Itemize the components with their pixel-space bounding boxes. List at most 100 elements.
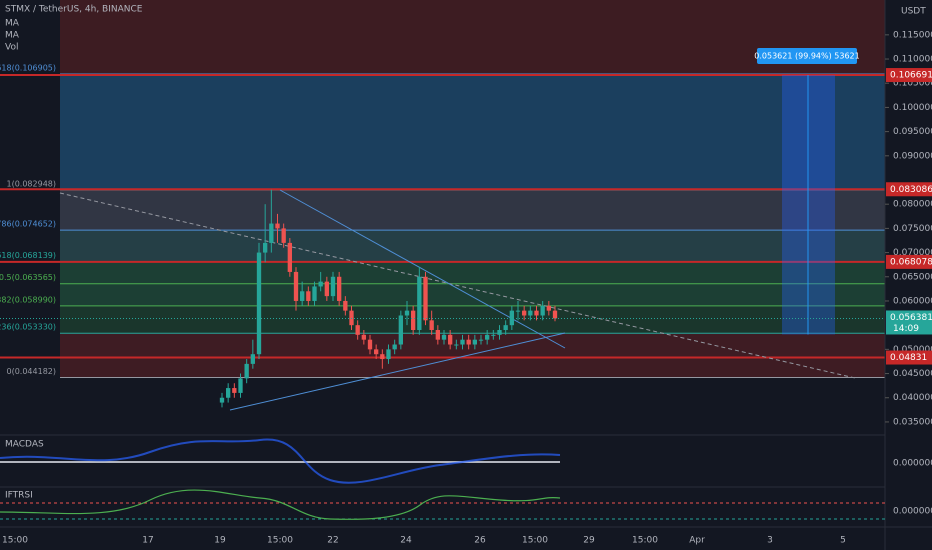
y-tick-label: 0.050000 (893, 345, 932, 355)
y-tick-label: 0.075000 (893, 224, 932, 234)
price-label-bg (886, 68, 932, 83)
fib-label: 0.5(0.063565) (0, 273, 56, 282)
price-label: 0.04831 (890, 353, 927, 363)
fib-label: 0.618(0.068139) (0, 251, 56, 260)
candle-body (441, 334, 447, 340)
position-label-bg (757, 48, 857, 65)
x-tick-label: 22 (327, 536, 338, 546)
candle-body (380, 354, 385, 360)
candle-body (466, 339, 471, 345)
candle-body (460, 339, 465, 345)
candle-body (509, 310, 514, 326)
fib-band (60, 0, 885, 75)
candle-body (244, 363, 249, 379)
position-label: 0.053621 (99.94%) 53621 (754, 52, 859, 61)
candle-body (361, 334, 366, 340)
trend-line (229, 332, 566, 411)
fib-label: 1.618(0.106905) (0, 64, 56, 73)
candle-body (226, 388, 231, 398)
x-tick-label: 29 (583, 536, 595, 546)
candle-body (472, 339, 477, 345)
currency[interactable]: USDT (901, 7, 926, 17)
x-tick-label: 24 (400, 536, 412, 546)
fib-band (60, 305, 885, 334)
candle-body (275, 223, 280, 229)
y-tick-label: 0.035000 (893, 417, 932, 427)
candle-body (423, 276, 428, 321)
y-tick-label: 0.105000 (893, 79, 932, 89)
y-tick-label: 0.045000 (893, 369, 932, 379)
y-tick-label: 0.040000 (893, 393, 932, 403)
candle-body (343, 300, 348, 311)
fib-band (60, 283, 885, 306)
y-tick-label: 0.100000 (893, 103, 932, 113)
candle-body (534, 310, 539, 316)
y-tick-label: 0.080000 (893, 200, 932, 210)
fib-band (60, 261, 885, 284)
candle-body (485, 334, 490, 340)
indicator: MA (5, 19, 20, 29)
x-tick-label: 15:00 (267, 536, 293, 546)
candle-body (429, 320, 434, 330)
candle-body (367, 339, 373, 350)
candle-body (324, 281, 329, 297)
candle-body (392, 344, 397, 350)
last-price-label: 0.056381 (890, 313, 932, 323)
candle-body (497, 330, 502, 335)
x-tick-label: 19 (214, 536, 226, 546)
x-tick-label: 3 (767, 536, 773, 546)
candle-body (269, 223, 274, 243)
fib-label: 0(0.044182) (6, 367, 56, 376)
candle-body (398, 315, 403, 345)
candle-body (256, 252, 262, 355)
y-tick-label: 0.110000 (893, 55, 932, 65)
price-label-bg (886, 254, 932, 269)
candle-body (478, 339, 484, 341)
candle-body (238, 378, 243, 393)
x-tick-label: 26 (474, 536, 486, 546)
fib-band (60, 230, 885, 262)
candle-body (404, 310, 410, 316)
candle-body (417, 276, 422, 330)
fib-label: 1(0.082948) (6, 179, 56, 188)
candle-body (293, 271, 299, 301)
candle-body (374, 349, 379, 355)
panel-axis-label: 0.000000 (893, 507, 932, 517)
candle-body (355, 325, 360, 335)
candle-body (312, 286, 317, 301)
y-tick-label: 0.065000 (893, 272, 932, 282)
y-tick-label: 0.090000 (893, 151, 932, 161)
y-tick-label: 0.095000 (893, 127, 932, 137)
y-tick-label: 0.060000 (893, 296, 932, 306)
candle-body (515, 310, 521, 312)
x-tick-label: 15:00 (2, 536, 28, 546)
candle-body (306, 291, 311, 301)
candle-body (287, 242, 292, 272)
x-tick-label: 17 (142, 536, 153, 546)
price-label-bg (886, 350, 932, 365)
candle-body (522, 310, 527, 316)
candle-body (300, 291, 305, 301)
fib-label: 0.382(0.058990) (0, 295, 56, 304)
candle-body (281, 228, 286, 243)
x-tick-label: 15:00 (632, 536, 658, 546)
price-label: 0.083086 (890, 185, 932, 195)
candle-body (448, 334, 453, 345)
candle-body (454, 344, 459, 346)
candle-body (386, 349, 391, 360)
trend-line (279, 189, 566, 349)
trend-line (59, 192, 856, 379)
indicator: Vol (5, 43, 18, 53)
countdown: 14:09 (893, 324, 919, 334)
y-tick-label: 0.115000 (893, 30, 932, 40)
candle-body (411, 310, 416, 330)
price-label: 0.068078 (890, 257, 932, 267)
x-tick-label: 15:00 (522, 536, 548, 546)
candle-body (263, 242, 268, 253)
candle-body (318, 281, 323, 287)
fib-band (60, 333, 885, 378)
x-tick-label: Apr (689, 536, 705, 546)
candle-body (330, 276, 336, 297)
fib-label: 0.786(0.074652) (0, 220, 56, 229)
macd-line (0, 438, 561, 484)
